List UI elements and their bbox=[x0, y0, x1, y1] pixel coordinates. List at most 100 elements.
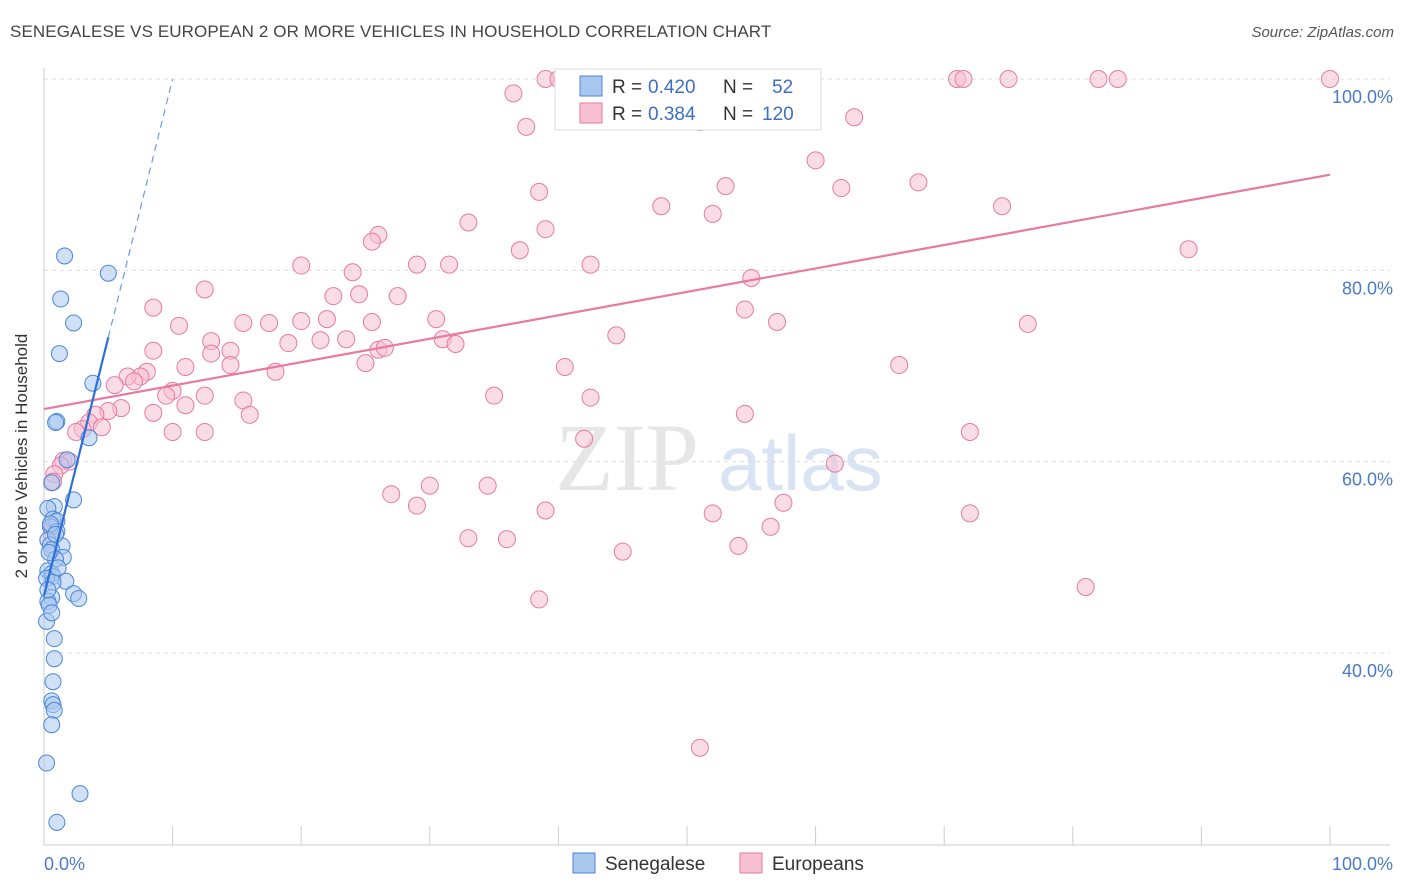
legend-r-value-europeans: 0.384 bbox=[648, 104, 696, 125]
senegalese-point-41 bbox=[45, 701, 63, 719]
europeans-point-118 bbox=[1076, 577, 1095, 596]
legend-r-value-senegalese: 0.420 bbox=[648, 77, 696, 98]
europeans-point-23 bbox=[652, 197, 671, 216]
europeans-point-20 bbox=[716, 177, 735, 196]
europeans-point-40 bbox=[324, 287, 343, 306]
europeans-point-96 bbox=[960, 423, 979, 442]
europeans-point-25 bbox=[993, 197, 1012, 216]
europeans-point-21 bbox=[832, 179, 851, 198]
europeans-point-65 bbox=[356, 354, 375, 373]
senegalese-trendline bbox=[42, 337, 110, 596]
senegalese-point-9 bbox=[58, 451, 76, 469]
senegalese-point-3 bbox=[65, 314, 83, 332]
senegalese-point-4 bbox=[50, 345, 68, 363]
x-tick-label-left: 0.0% bbox=[44, 854, 85, 874]
europeans-point-24 bbox=[703, 204, 722, 223]
europeans-point-77 bbox=[157, 386, 176, 405]
europeans-point-94 bbox=[195, 423, 214, 442]
europeans-point-8 bbox=[999, 70, 1018, 88]
europeans-point-119 bbox=[530, 590, 549, 609]
europeans-point-18 bbox=[806, 151, 825, 170]
europeans-point-49 bbox=[427, 310, 446, 329]
europeans-point-79 bbox=[195, 386, 214, 405]
europeans-point-43 bbox=[170, 316, 189, 335]
senegalese-point-37 bbox=[45, 650, 63, 668]
bottom-legend-label-europeans: Europeans bbox=[772, 854, 864, 875]
senegalese-point-32 bbox=[70, 589, 88, 607]
senegalese-point-51 bbox=[43, 604, 61, 622]
europeans-point-82 bbox=[485, 386, 504, 405]
europeans-point-16 bbox=[845, 108, 864, 127]
europeans-point-117 bbox=[613, 542, 632, 561]
senegalese-point-43 bbox=[38, 754, 56, 772]
europeans-point-114 bbox=[459, 529, 478, 548]
senegalese-point-36 bbox=[45, 630, 63, 648]
europeans-point-7 bbox=[954, 70, 973, 88]
legend-r-label-senegalese: R = bbox=[612, 77, 642, 98]
senegalese-trendline-extension bbox=[107, 78, 174, 338]
europeans-point-60 bbox=[144, 341, 163, 360]
europeans-point-42 bbox=[234, 313, 253, 332]
legend-r-label-europeans: R = bbox=[612, 104, 642, 125]
europeans-point-45 bbox=[260, 313, 279, 332]
europeans-point-34 bbox=[440, 255, 459, 274]
europeans-point-39 bbox=[350, 285, 369, 304]
europeans-point-22 bbox=[909, 173, 928, 192]
gridlines bbox=[44, 78, 1390, 654]
europeans-point-52 bbox=[1018, 314, 1037, 333]
y-tick-label-2: 60.0% bbox=[1342, 470, 1393, 490]
bottom-legend-swatch-europeans bbox=[739, 852, 763, 874]
europeans-point-103 bbox=[382, 485, 401, 504]
europeans-point-93 bbox=[163, 423, 182, 442]
europeans-point-69 bbox=[555, 357, 574, 376]
europeans-point-37 bbox=[292, 256, 311, 275]
europeans-point-11 bbox=[1321, 70, 1339, 88]
europeans-point-89 bbox=[144, 403, 163, 422]
senegalese-point-38 bbox=[44, 673, 62, 691]
europeans-point-70 bbox=[890, 356, 909, 375]
europeans-point-9 bbox=[1089, 70, 1108, 88]
europeans-point-105 bbox=[478, 476, 497, 495]
senegalese-point-42 bbox=[43, 716, 61, 734]
y-tick-labels: 100.0% 80.0% 60.0% 40.0% bbox=[1332, 87, 1393, 681]
senegalese-point-2 bbox=[52, 290, 70, 308]
watermark-zip: ZIP bbox=[555, 404, 699, 511]
europeans-point-104 bbox=[420, 476, 439, 495]
europeans-point-78 bbox=[176, 396, 195, 415]
europeans-point-74 bbox=[125, 372, 144, 391]
legend-swatch-senegalese bbox=[579, 75, 603, 97]
bottom-legend-label-senegalese: Senegalese bbox=[605, 854, 705, 875]
y-tick-label-0: 100.0% bbox=[1332, 87, 1393, 107]
europeans-point-46 bbox=[292, 312, 311, 331]
europeans-point-19 bbox=[530, 182, 549, 201]
europeans-point-51 bbox=[768, 312, 787, 331]
source-credit: Source: ZipAtlas.com bbox=[1251, 24, 1394, 41]
europeans-point-53 bbox=[607, 326, 626, 345]
y-tick-label-1: 80.0% bbox=[1342, 278, 1393, 298]
europeans-point-50 bbox=[735, 300, 754, 319]
europeans-point-30 bbox=[510, 241, 529, 260]
europeans-point-27 bbox=[536, 220, 555, 239]
europeans-point-48 bbox=[362, 312, 381, 331]
europeans-point-115 bbox=[497, 530, 516, 549]
europeans-point-102 bbox=[825, 454, 844, 473]
europeans-point-12 bbox=[504, 84, 523, 103]
legend-n-label-senegalese: N = bbox=[723, 77, 753, 98]
europeans-point-81 bbox=[240, 405, 259, 424]
europeans-point-84 bbox=[735, 404, 754, 423]
europeans-point-26 bbox=[459, 213, 478, 232]
stats-legend: R = 0.420 N = 52 R = 0.384 N = 120 bbox=[554, 68, 822, 131]
x-tick-label-right: 100.0% bbox=[1332, 854, 1393, 874]
europeans-point-29 bbox=[362, 232, 381, 251]
senegalese-point-10 bbox=[43, 474, 61, 492]
europeans-point-17 bbox=[517, 117, 536, 136]
europeans-point-95 bbox=[575, 429, 594, 448]
europeans-point-47 bbox=[317, 310, 336, 329]
legend-n-value-europeans: 120 bbox=[762, 104, 794, 125]
europeans-point-83 bbox=[581, 388, 600, 407]
europeans-point-31 bbox=[1179, 240, 1198, 259]
europeans-point-56 bbox=[279, 334, 298, 353]
legend-n-value-senegalese: 52 bbox=[772, 77, 793, 98]
europeans-point-120 bbox=[690, 738, 709, 757]
